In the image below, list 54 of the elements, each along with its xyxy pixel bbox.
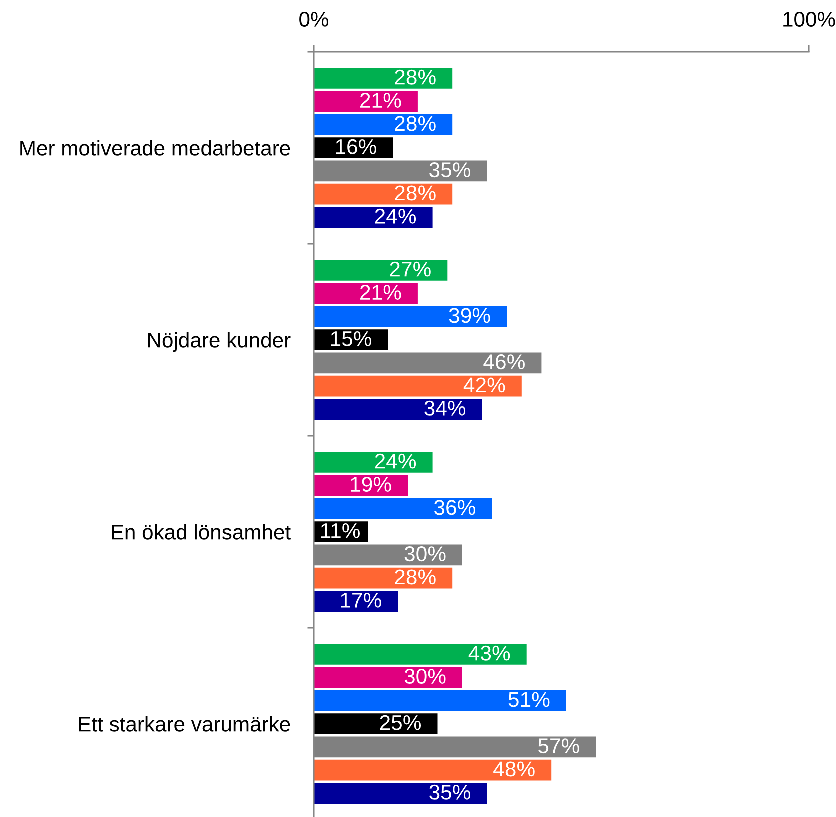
data-label: 35% [430,784,471,800]
y-tick-label: Nöjdare kunder [148,332,291,352]
data-label: 46% [484,354,525,370]
data-label: 42% [464,378,506,393]
data-label: 28% [395,70,436,85]
data-label: 24% [375,454,416,469]
bar [314,498,492,520]
bar [314,714,438,734]
data-label: 25% [380,715,422,730]
bar [314,260,448,281]
bar [314,399,482,420]
data-label: 16% [336,139,376,154]
x-tick-label: 0% [300,12,329,27]
y-tick-label: En ökad lönsamhet [112,524,291,540]
data-label: 34% [424,400,466,416]
bar [314,591,398,612]
data-label: 15% [331,331,372,346]
data-label: 39% [449,308,490,324]
data-label: 43% [468,646,510,661]
bar [314,376,522,397]
bar [314,690,566,712]
data-label: 28% [395,116,436,132]
bar [314,783,488,804]
data-label: 30% [404,546,446,562]
bar [314,68,453,89]
data-label: 17% [341,592,382,608]
bar [314,568,453,589]
data-label: 48% [494,762,535,777]
data-label: 28% [395,570,436,585]
bar [314,207,433,228]
data-label: 35% [430,162,471,178]
bar [314,283,418,304]
data-label: 11% [321,523,360,538]
bar [314,306,508,328]
data-label: 24% [375,208,416,224]
bar [314,184,453,205]
data-label: 30% [404,668,446,684]
bar [314,667,462,688]
bar [314,91,418,112]
data-label: 27% [390,262,431,277]
y-tick-label: Mer motiverade medarbetare [20,140,290,156]
bar [314,644,527,665]
data-label: 21% [360,92,402,108]
data-label: 19% [351,476,392,492]
x-tick-label: 100% [784,12,836,27]
data-label: 36% [434,500,476,516]
bar [314,760,552,781]
data-label: 57% [538,738,580,754]
bar [314,452,433,473]
y-tick-label: Ett starkare varumärke [79,716,290,732]
data-label: 51% [508,692,550,708]
bar [314,114,453,136]
data-label: 21% [360,284,402,300]
data-label: 28% [395,186,436,201]
